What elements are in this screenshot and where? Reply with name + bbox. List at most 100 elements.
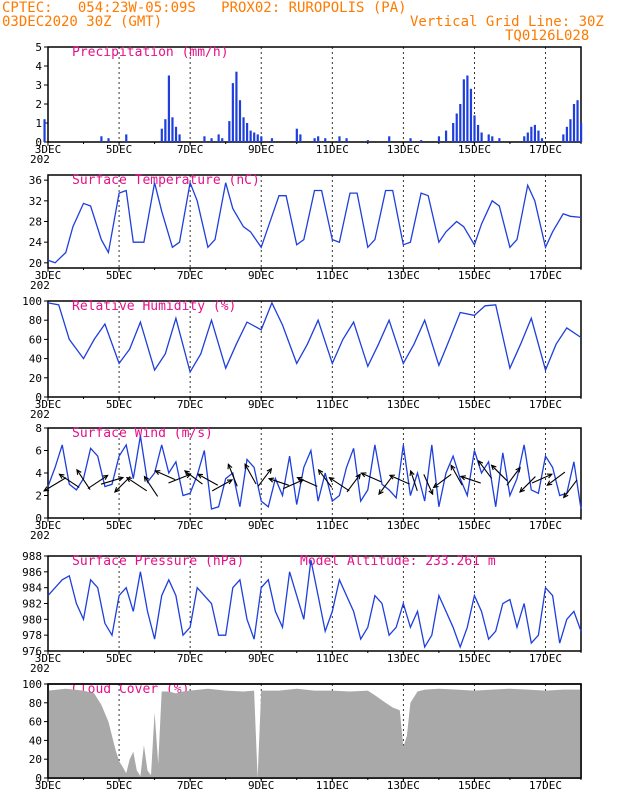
wind-arrow-head: [360, 472, 367, 478]
wind-xtick-label: 13DEC: [387, 519, 420, 532]
precip-bar: [253, 132, 256, 142]
precip-bar: [43, 119, 46, 142]
wind-arrow-head: [227, 463, 233, 470]
precip-xtick-label: 17DEC: [529, 143, 562, 156]
humidity-frame: [47, 300, 582, 398]
cloud-xtick-label: 3DEC: [35, 779, 62, 792]
temperature-xtick-label: 13DEC: [387, 269, 420, 282]
cloud-panel: 0 20 40 60 80 100 3DEC 5DEC 7DEC 9DEC 11DEC 13DEC 15…: [22, 678, 582, 792]
wind-arrow: [531, 473, 553, 484]
precip-bar: [221, 138, 224, 142]
humidity-ytick-label: 0: [35, 391, 42, 404]
precip-bar: [107, 138, 110, 142]
precip-frame: [47, 46, 582, 143]
wind-arrow: [155, 470, 176, 481]
precip-bar: [455, 113, 458, 142]
pressure-panel: 976 978 980 982 984 986 988 3DEC 5DEC 7DEC 9DEC 11D…: [22, 550, 582, 675]
precip-bar: [210, 138, 213, 142]
pressure-title: Surface Pressure (hPa): [72, 554, 244, 569]
humidity-xtick-label: 7DEC: [177, 398, 204, 411]
temperature-line: [47, 180, 582, 264]
precip-bar: [366, 140, 369, 142]
precip-bar: [228, 121, 231, 142]
cloud-xtick-label: 7DEC: [177, 779, 204, 792]
wind-xtick-label: 15DEC: [458, 519, 491, 532]
cloud-ytick-label: 40: [29, 734, 42, 747]
wind-ytick-label: 2: [35, 490, 42, 503]
wind-arrow: [318, 469, 333, 488]
precip-ytick-label: 5: [35, 41, 42, 54]
pressure-ytick-label: 980: [22, 613, 42, 626]
pressure-ytick-label: 986: [22, 566, 42, 579]
wind-arrow: [506, 467, 521, 486]
pressure-year-label: 202: [30, 662, 50, 675]
wind-arrow: [329, 477, 350, 492]
temperature-panel: 20 24 28 32 36 3DEC 5DEC 7DEC 9DEC 11DEC 13DEC 15DE…: [29, 173, 582, 292]
wind-arrow-head: [102, 474, 109, 480]
wind-arrow: [257, 468, 272, 487]
wind-arrow-head: [114, 487, 120, 493]
humidity-ytick-label: 80: [29, 314, 42, 327]
wind-arrow: [87, 474, 108, 490]
temperature-xtick-label: 17DEC: [529, 269, 562, 282]
precip-bar: [469, 88, 473, 142]
wind-arrow: [563, 479, 578, 498]
wind-arrow-head: [296, 476, 303, 482]
precip-xtick-label: 7DEC: [177, 143, 204, 156]
wind-line: [47, 435, 582, 510]
wind-arrow: [297, 477, 318, 487]
wind-xtick-label: 11DEC: [316, 519, 349, 532]
wind-arrow-head: [459, 475, 466, 481]
wind-arrow: [168, 473, 191, 484]
precip-bar: [235, 71, 238, 142]
wind-ytick-label: 4: [35, 467, 42, 480]
precip-bar: [462, 79, 465, 142]
wind-arrow: [546, 471, 566, 486]
wind-arrow-head: [477, 459, 484, 466]
precip-bar: [480, 132, 483, 142]
wind-arrow: [100, 477, 124, 485]
humidity-panel: 0 20 40 60 80 100 3DEC 5DEC 7DEC 9DEC 11DEC 13DEC 15…: [22, 295, 582, 421]
precip-title: Precipitation (mm/h): [72, 45, 229, 60]
precip-bar: [338, 136, 341, 142]
cloud-xtick-label: 5DEC: [106, 779, 133, 792]
precip-bar: [473, 115, 476, 142]
cloud-xtick-label: 11DEC: [316, 779, 349, 792]
precip-bar: [476, 124, 480, 142]
wind-arrow-head: [546, 473, 553, 479]
humidity-xtick-label: 13DEC: [387, 398, 420, 411]
wind-arrow-head: [409, 469, 415, 477]
header-date-line: 03DEC2020 30Z (GMT): [2, 14, 163, 30]
cloud-xtick-label: 13DEC: [387, 779, 420, 792]
temperature-ytick-label: 20: [29, 257, 42, 270]
precip-bar: [437, 136, 441, 142]
precip-bar: [324, 138, 327, 142]
pressure-xtick-label: 3DEC: [35, 652, 62, 665]
wind-title: Surface Wind (m/s): [72, 426, 213, 441]
precip-bar: [537, 130, 540, 142]
wind-arrow-head: [450, 464, 456, 471]
wind-xtick-label: 9DEC: [248, 519, 275, 532]
precip-year-label: 202: [30, 153, 50, 166]
precip-bar: [530, 126, 533, 142]
wind-arrow: [227, 464, 238, 487]
pressure-xtick-label: 11DEC: [316, 652, 349, 665]
wind-arrow: [197, 473, 219, 486]
precip-xtick-label: 15DEC: [458, 143, 491, 156]
precip-bar: [125, 134, 128, 142]
precip-bar: [217, 134, 220, 142]
pressure-xtick-label: 7DEC: [177, 652, 204, 665]
precip-bar: [444, 130, 448, 142]
temperature-xtick-label: 3DEC: [35, 269, 62, 282]
precip-bar: [569, 119, 572, 142]
precip-bar: [270, 138, 274, 142]
wind-arrow: [211, 479, 233, 492]
wind-arrow-head: [355, 473, 361, 480]
humidity-line: [47, 301, 582, 374]
wind-arrow: [378, 476, 393, 495]
pressure-ytick-label: 978: [22, 629, 42, 642]
precip-ytick-label: 2: [35, 98, 42, 111]
precip-bar: [174, 126, 178, 142]
temperature-frame: [47, 174, 582, 269]
